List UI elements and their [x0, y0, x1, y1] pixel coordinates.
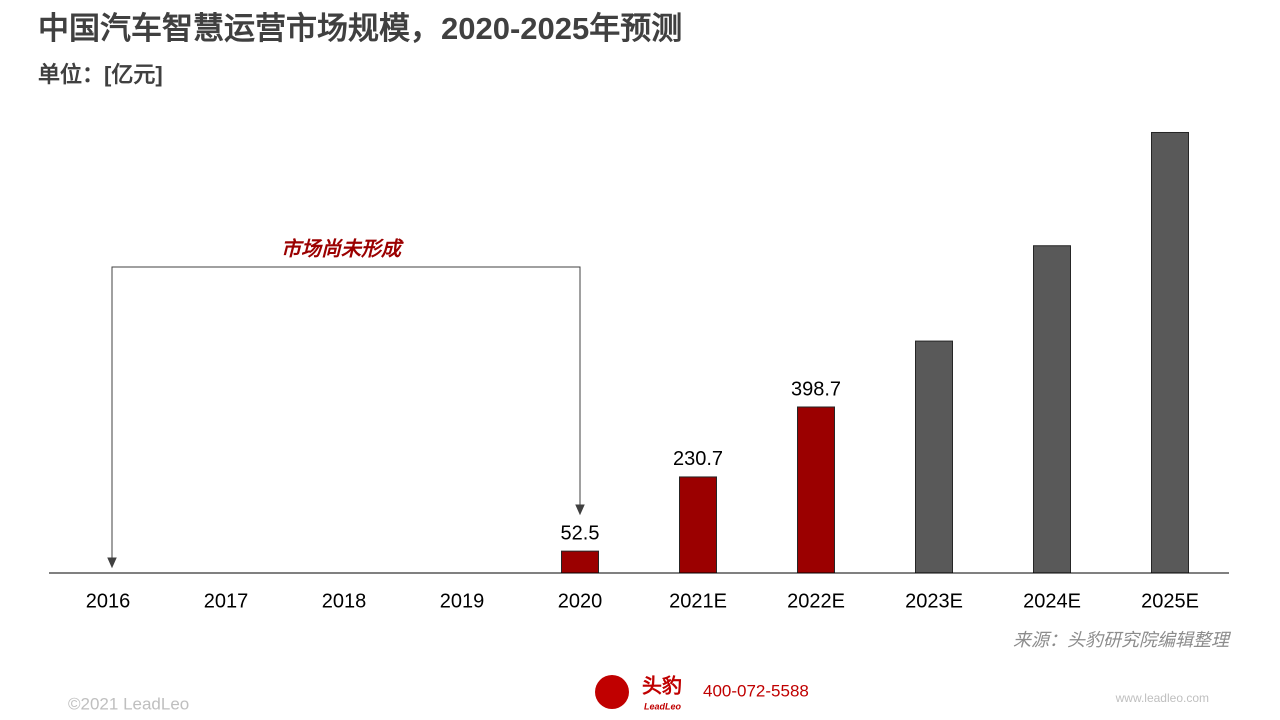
- x-tick-label: 2022E: [787, 590, 845, 612]
- annotation: 市场尚未形成: [281, 237, 404, 260]
- arrow-head: [575, 504, 585, 516]
- x-tick-label: 2021E: [669, 590, 727, 612]
- x-tick-label: 2019: [440, 590, 485, 612]
- source: 来源：头豹研究院编辑整理: [1013, 630, 1232, 650]
- bar: [679, 476, 717, 574]
- x-tick-label: 2023E: [905, 590, 963, 612]
- bracket-line: [111, 266, 581, 558]
- logo-text: 头豹: [642, 673, 682, 697]
- copyright: ©2021 LeadLeo: [68, 694, 189, 713]
- data-label: 398.7: [791, 378, 841, 400]
- x-tick-label: 2018: [322, 590, 367, 612]
- data-label: 52.5: [561, 522, 600, 544]
- x-tick-label: 2024E: [1023, 590, 1081, 612]
- bar: [915, 340, 953, 574]
- phone: 400-072-5588: [703, 681, 809, 700]
- bar: [561, 550, 599, 574]
- x-tick-label: 2017: [204, 590, 249, 612]
- logo-icon: [595, 675, 629, 709]
- data-label: 230.7: [673, 448, 723, 470]
- x-tick-label: 2020: [558, 590, 603, 612]
- logo-subtext: LeadLeo: [644, 701, 682, 711]
- website: www.leadleo.com: [1115, 691, 1209, 705]
- x-tick-label: 2016: [86, 590, 131, 612]
- logo: 头豹 LeadLeo: [595, 673, 682, 711]
- chart-subtitle: 单位：[亿元]: [38, 62, 163, 87]
- x-tick-label: 2025E: [1141, 590, 1199, 612]
- bar: [797, 406, 835, 574]
- bar: [1033, 245, 1071, 574]
- arrow-head: [107, 557, 117, 569]
- annotation-bracket: [107, 266, 585, 569]
- chart-title: 中国汽车智慧运营市场规模，2020-2025年预测: [38, 11, 682, 46]
- bar: [1151, 131, 1189, 574]
